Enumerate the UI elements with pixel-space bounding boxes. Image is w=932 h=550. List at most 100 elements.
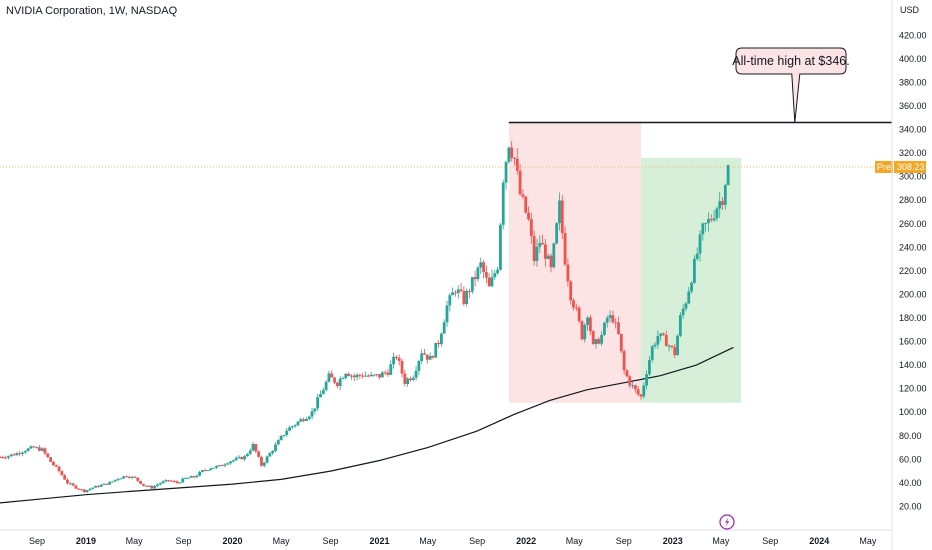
candle-body[interactable]	[167, 480, 171, 482]
candle-body[interactable]	[574, 307, 578, 309]
candle-body[interactable]	[68, 483, 72, 485]
candle-body[interactable]	[0, 456, 2, 458]
candle-body[interactable]	[133, 476, 137, 478]
candle-body[interactable]	[32, 446, 36, 448]
candle-body[interactable]	[21, 452, 24, 455]
candle-body[interactable]	[355, 374, 359, 378]
candle-body[interactable]	[299, 419, 303, 422]
candle-body[interactable]	[366, 375, 370, 377]
candle-body[interactable]	[1, 457, 5, 459]
candle-body[interactable]	[529, 219, 533, 237]
candle-body[interactable]	[524, 196, 528, 213]
candle-body[interactable]	[439, 333, 443, 345]
candle-body[interactable]	[195, 475, 199, 478]
candle-body[interactable]	[417, 360, 421, 371]
candle-body[interactable]	[37, 447, 41, 451]
candle-body[interactable]	[130, 476, 134, 478]
candle-body[interactable]	[172, 481, 176, 483]
candle-body[interactable]	[667, 345, 671, 347]
candle-body[interactable]	[271, 450, 275, 454]
candle-body[interactable]	[57, 466, 61, 472]
candle-body[interactable]	[290, 426, 294, 428]
candle-body[interactable]	[603, 322, 606, 335]
candle-body[interactable]	[40, 448, 44, 451]
candle-body[interactable]	[409, 378, 412, 381]
candle-body[interactable]	[566, 264, 570, 282]
candle-body[interactable]	[217, 465, 221, 467]
candle-body[interactable]	[499, 224, 502, 270]
candle-body[interactable]	[147, 485, 151, 487]
candle-body[interactable]	[206, 470, 210, 472]
candle-body[interactable]	[248, 450, 252, 454]
candle-body[interactable]	[555, 223, 559, 244]
candle-body[interactable]	[442, 322, 446, 334]
candle-body[interactable]	[231, 460, 235, 462]
candle-body[interactable]	[394, 356, 398, 359]
candle-body[interactable]	[125, 476, 128, 478]
candle-body[interactable]	[622, 351, 626, 371]
candle-body[interactable]	[12, 454, 16, 456]
candle-body[interactable]	[645, 374, 649, 386]
candle-body[interactable]	[237, 456, 241, 458]
candle-body[interactable]	[240, 456, 244, 460]
candle-body[interactable]	[462, 290, 466, 305]
candle-body[interactable]	[60, 471, 64, 476]
candle-body[interactable]	[496, 269, 500, 274]
candle-body[interactable]	[122, 476, 126, 479]
candle-body[interactable]	[192, 476, 196, 478]
candle-body[interactable]	[392, 356, 395, 365]
candle-body[interactable]	[113, 479, 117, 482]
ath-callout[interactable]: All-time high at $346.	[732, 47, 850, 123]
candle-body[interactable]	[431, 356, 435, 358]
candle-body[interactable]	[473, 277, 477, 280]
candle-body[interactable]	[189, 476, 193, 478]
candle-body[interactable]	[313, 408, 317, 412]
candle-body[interactable]	[335, 382, 339, 387]
candle-body[interactable]	[54, 465, 58, 467]
candle-body[interactable]	[653, 344, 657, 347]
candle-body[interactable]	[383, 372, 387, 374]
candle-body[interactable]	[723, 185, 727, 205]
candle-body[interactable]	[77, 488, 81, 490]
candle-body[interactable]	[532, 236, 536, 262]
candle-body[interactable]	[527, 212, 530, 220]
candle-body[interactable]	[209, 468, 213, 471]
candle-body[interactable]	[614, 322, 618, 324]
candle-body[interactable]	[257, 451, 261, 457]
candle-body[interactable]	[9, 454, 13, 457]
candle-body[interactable]	[535, 246, 539, 262]
candle-body[interactable]	[71, 483, 75, 486]
candle-body[interactable]	[546, 255, 550, 259]
candle-body[interactable]	[347, 373, 351, 377]
candle-body[interactable]	[541, 242, 544, 245]
candle-body[interactable]	[448, 295, 452, 306]
candle-body[interactable]	[558, 200, 561, 224]
candle-body[interactable]	[420, 353, 424, 361]
candle-body[interactable]	[333, 377, 336, 383]
candle-body[interactable]	[504, 161, 508, 183]
candle-body[interactable]	[198, 471, 202, 476]
candle-body[interactable]	[586, 317, 589, 325]
candle-body[interactable]	[150, 485, 154, 489]
lightning-icon[interactable]	[719, 514, 735, 530]
candle-body[interactable]	[631, 385, 634, 387]
candle-body[interactable]	[656, 335, 660, 345]
candle-body[interactable]	[369, 374, 373, 377]
candle-body[interactable]	[465, 290, 469, 305]
candle-body[interactable]	[594, 339, 598, 345]
candle-body[interactable]	[403, 373, 407, 385]
candle-body[interactable]	[324, 381, 328, 391]
candle-body[interactable]	[282, 435, 286, 437]
candle-body[interactable]	[94, 485, 97, 488]
candle-body[interactable]	[175, 481, 179, 484]
candle-body[interactable]	[178, 482, 182, 484]
candle-body[interactable]	[721, 201, 724, 205]
candle-body[interactable]	[91, 487, 95, 489]
candle-body[interactable]	[344, 373, 348, 379]
candle-body[interactable]	[507, 147, 511, 162]
candle-body[interactable]	[411, 377, 415, 381]
candle-body[interactable]	[406, 378, 410, 385]
candle-body[interactable]	[482, 262, 485, 273]
candle-body[interactable]	[451, 292, 455, 296]
